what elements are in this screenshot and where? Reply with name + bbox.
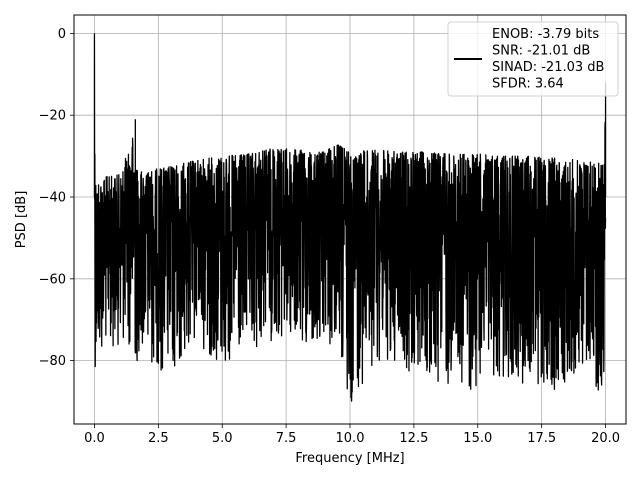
x-tick-label: 0.0	[84, 431, 105, 446]
y-tick-label: −80	[39, 354, 66, 369]
x-tick-label: 20.0	[591, 431, 620, 446]
x-tick-label: 2.5	[148, 431, 169, 446]
y-tick-label: −60	[39, 272, 66, 287]
legend-entry-line: SFDR: 3.64	[492, 77, 564, 92]
trace-layer	[93, 33, 607, 402]
x-tick-label: 5.0	[212, 431, 233, 446]
legend-entry-line: ENOB: -3.79 bits	[492, 27, 599, 42]
y-tick-label: −40	[39, 191, 66, 206]
x-axis-title: Frequency [MHz]	[295, 451, 404, 466]
x-tick-label: 10.0	[336, 431, 365, 446]
psd-trace-line	[93, 33, 607, 402]
x-tick-label: 17.5	[527, 431, 556, 446]
y-axis-title: PSD [dB]	[14, 191, 29, 249]
tick-layer: 0.0 2.5 5.0 7.5 10.0 12.5 15.0 17.5 20.0 0 −20 −40 −…	[39, 27, 620, 446]
legend-entry-line: SINAD: -21.03 dB	[492, 60, 604, 75]
y-tick-label: 0	[58, 27, 66, 42]
x-tick-label: 12.5	[399, 431, 428, 446]
x-tick-label: 15.0	[463, 431, 492, 446]
y-tick-label: −20	[39, 109, 66, 124]
x-tick-label: 7.5	[276, 431, 297, 446]
legend-entry-line: SNR: -21.01 dB	[492, 44, 590, 59]
legend-box	[447, 21, 619, 97]
